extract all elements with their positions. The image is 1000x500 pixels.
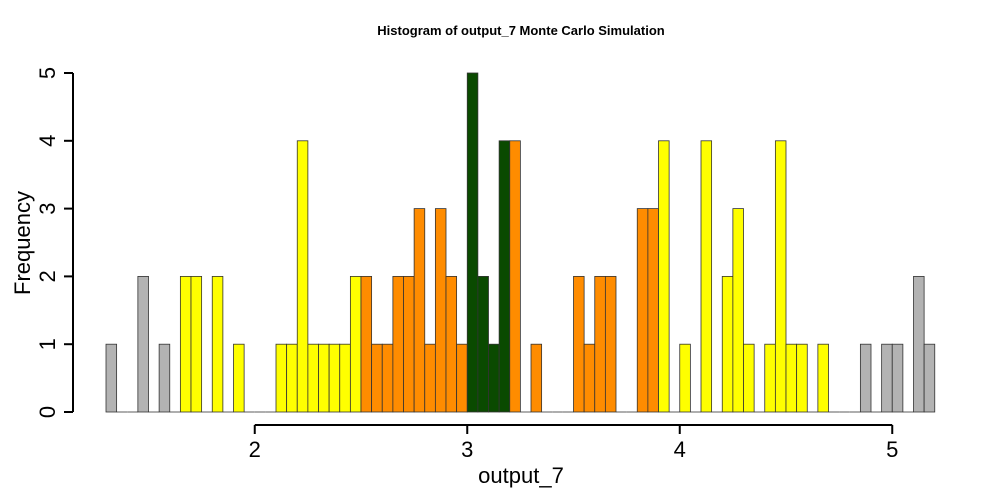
y-axis: 0 1 2 3 4 5 xyxy=(35,67,74,418)
x-tick-label: 3 xyxy=(461,437,473,462)
histogram-bar xyxy=(891,343,904,413)
histogram-bar xyxy=(371,343,383,413)
histogram-bar xyxy=(647,208,659,413)
histogram-bar xyxy=(158,343,171,413)
histogram-bar xyxy=(424,343,436,413)
histogram-bar xyxy=(286,343,298,413)
histogram-bar xyxy=(105,343,118,413)
histogram-bar xyxy=(764,343,776,413)
histogram-bar xyxy=(509,140,521,413)
histogram-bar xyxy=(721,275,734,413)
histogram-bar xyxy=(381,343,394,413)
histogram-bar xyxy=(859,343,872,413)
x-axis-label: output_7 xyxy=(478,463,564,488)
histogram-bar xyxy=(456,343,468,413)
histogram-bar xyxy=(785,343,798,413)
histogram-bar xyxy=(413,208,426,413)
histogram-bar xyxy=(339,343,351,413)
histogram-bar xyxy=(392,275,404,413)
histogram-bar xyxy=(403,275,415,413)
histogram-bar xyxy=(583,343,596,413)
histogram-bar xyxy=(636,208,649,413)
histogram-bar xyxy=(179,275,192,413)
histogram-bar xyxy=(211,275,224,413)
histogram-bar xyxy=(700,140,713,413)
y-tick-label: 0 xyxy=(35,406,60,418)
y-axis-label: Frequency xyxy=(10,191,35,295)
histogram-bar xyxy=(774,140,787,413)
x-axis: 2 3 4 5 xyxy=(249,424,898,462)
histogram-bar xyxy=(796,343,808,413)
histogram-bar xyxy=(923,343,936,413)
histogram-bar xyxy=(604,275,617,413)
histogram-bar xyxy=(328,343,341,413)
histogram-bar xyxy=(275,343,288,413)
x-tick-label: 4 xyxy=(674,437,686,462)
histogram-bar xyxy=(488,343,500,413)
y-tick-label: 3 xyxy=(35,202,60,214)
x-tick-label: 2 xyxy=(249,437,261,462)
histogram-bar xyxy=(817,343,829,413)
y-tick-label: 5 xyxy=(35,67,60,79)
histogram-bar xyxy=(318,343,330,413)
histogram-bar xyxy=(881,343,893,413)
histogram-bar xyxy=(573,275,585,413)
y-tick-label: 1 xyxy=(35,338,60,350)
histogram-bar xyxy=(137,275,149,413)
histogram-bar xyxy=(530,343,543,413)
histogram-bar xyxy=(190,275,203,413)
histogram-bar xyxy=(658,140,670,413)
histogram-bar xyxy=(466,72,479,413)
histogram-bar xyxy=(434,208,447,413)
histogram-bar xyxy=(296,140,309,413)
y-tick-label: 2 xyxy=(35,270,60,282)
histogram-bar xyxy=(349,275,362,413)
histogram-bars xyxy=(105,72,936,413)
histogram-bar xyxy=(743,343,755,413)
histogram-bar xyxy=(913,275,925,413)
histogram-bar xyxy=(233,343,245,413)
histogram-bar xyxy=(594,275,606,413)
histogram-bar xyxy=(679,343,691,413)
histogram-bar xyxy=(477,275,489,413)
histogram-bar xyxy=(360,275,373,413)
chart-title: Histogram of output_7 Monte Carlo Simula… xyxy=(377,23,665,38)
y-tick-label: 4 xyxy=(35,135,60,147)
histogram-bar xyxy=(307,343,319,413)
x-tick-label: 5 xyxy=(886,437,898,462)
histogram-bar xyxy=(445,275,458,413)
histogram-bar xyxy=(498,140,511,413)
histogram-bar xyxy=(732,208,744,413)
